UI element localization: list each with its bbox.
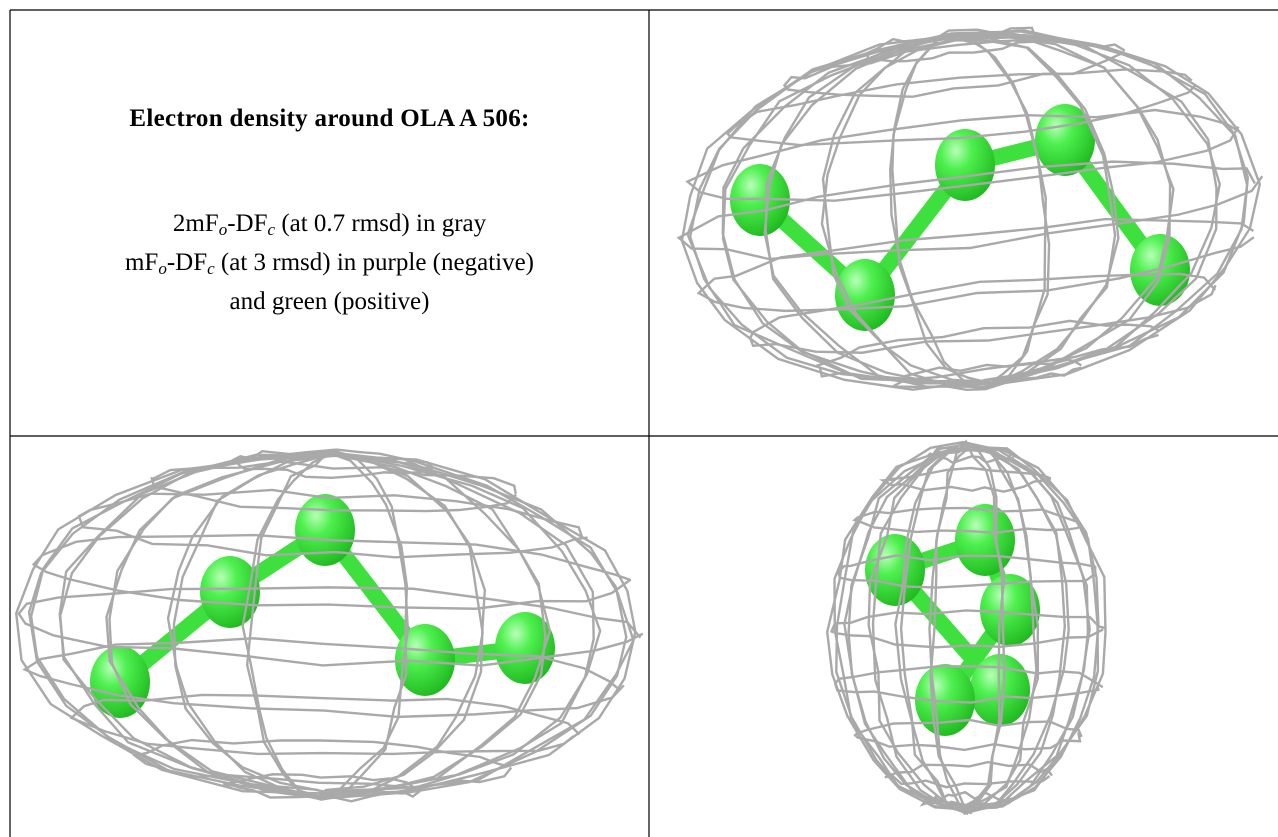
mesh-line bbox=[821, 39, 1120, 388]
mesh-line bbox=[688, 30, 1249, 386]
mesh-line bbox=[17, 586, 644, 667]
atom bbox=[835, 259, 895, 331]
caption-text: 2mF bbox=[172, 210, 219, 237]
subscript: c bbox=[267, 220, 276, 239]
caption-line: mFo-DFc (at 3 rmsd) in purple (negative) bbox=[11, 243, 648, 282]
atom bbox=[495, 612, 555, 684]
density-panels bbox=[14, 26, 1264, 816]
mesh-line bbox=[77, 488, 588, 559]
mesh-line bbox=[843, 442, 1091, 815]
mesh-line bbox=[878, 466, 1052, 493]
mesh-line bbox=[812, 319, 1159, 382]
atom bbox=[1035, 104, 1095, 176]
mesh-line bbox=[725, 68, 1197, 147]
caption-text: and green (positive) bbox=[229, 288, 430, 315]
mesh-line bbox=[31, 533, 632, 610]
mesh-line bbox=[919, 790, 1015, 809]
subscript: o bbox=[218, 220, 228, 239]
subscript: c bbox=[207, 259, 215, 278]
caption-text: mF bbox=[124, 249, 159, 276]
caption-cell: Electron density around OLA A 506: 2mFo-… bbox=[11, 11, 648, 435]
caption-line: 2mFo-DFc (at 0.7 rmsd) in gray bbox=[11, 204, 648, 243]
caption-text: -DF bbox=[227, 210, 268, 237]
mesh-line bbox=[241, 452, 409, 799]
caption-title: Electron density around OLA A 506: bbox=[129, 105, 530, 132]
caption-text: (at 3 rmsd) in purple (negative) bbox=[214, 249, 535, 276]
mesh-line bbox=[889, 38, 1051, 386]
atom bbox=[295, 494, 355, 566]
ligand-model bbox=[865, 504, 1040, 736]
mesh-line bbox=[891, 34, 1047, 386]
mesh-line bbox=[835, 440, 1100, 810]
mesh-line bbox=[150, 460, 517, 513]
density-mesh bbox=[676, 26, 1264, 392]
mesh-line bbox=[820, 35, 1117, 388]
caption-lines: 2mFo-DFc (at 0.7 rmsd) in gray mFo-DFc (a… bbox=[11, 204, 648, 321]
mesh-line bbox=[223, 773, 423, 803]
mesh-line bbox=[763, 32, 1175, 390]
atom bbox=[955, 504, 1015, 576]
mesh-line bbox=[231, 448, 435, 480]
mesh-line bbox=[22, 637, 625, 719]
caption-line: and green (positive) bbox=[11, 282, 648, 321]
mesh-line bbox=[928, 443, 1006, 816]
caption-text: -DF bbox=[166, 249, 208, 276]
density-mesh bbox=[825, 439, 1107, 816]
mesh-line bbox=[884, 760, 1053, 789]
mesh-line bbox=[59, 450, 602, 799]
mesh-line bbox=[829, 609, 1107, 649]
mesh-line bbox=[676, 160, 1264, 261]
mesh-line bbox=[862, 26, 1046, 63]
atom bbox=[980, 574, 1040, 646]
ligand-model bbox=[90, 494, 555, 718]
mesh-line bbox=[927, 445, 1015, 465]
density-mesh bbox=[14, 448, 644, 803]
mesh-line bbox=[852, 506, 1083, 535]
mesh-line bbox=[696, 217, 1255, 313]
caption-text: (at 0.7 rmsd) in gray bbox=[275, 210, 487, 237]
mesh-line bbox=[836, 554, 1097, 589]
subscript: o bbox=[158, 259, 167, 278]
mesh-line bbox=[833, 665, 1104, 704]
mesh-line bbox=[892, 358, 1082, 392]
mesh-line bbox=[748, 272, 1217, 354]
mesh-line bbox=[685, 108, 1240, 202]
atom bbox=[395, 624, 455, 696]
mesh-line bbox=[853, 718, 1083, 752]
